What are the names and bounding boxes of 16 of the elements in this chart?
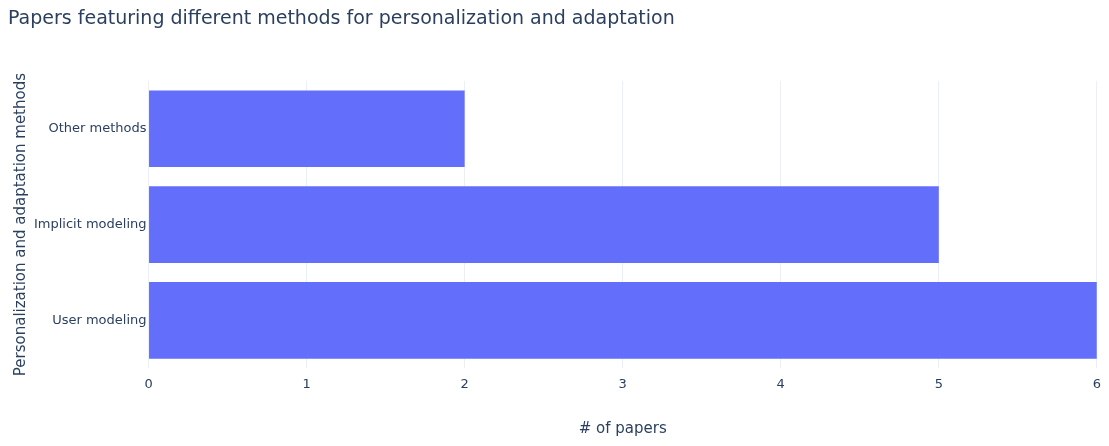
- y-tick-label: Implicit modeling: [34, 215, 147, 231]
- x-tick-label: 5: [934, 375, 943, 391]
- x-tick-label: 6: [1092, 375, 1102, 391]
- x-tick-label: 4: [776, 375, 785, 391]
- bar: [149, 90, 465, 168]
- chart-title: Papers featuring different methods for personalization and adaptation: [8, 6, 675, 29]
- x-tick-label: 0: [144, 375, 153, 391]
- y-axis-title: Personalization and adaptation methods: [10, 72, 29, 377]
- y-tick-label: Other methods: [48, 120, 147, 136]
- bar: [149, 282, 1097, 359]
- bar: [149, 186, 939, 263]
- x-tick-label: 2: [460, 375, 469, 391]
- x-axis-title: # of papers: [578, 418, 667, 437]
- x-tick-label: 3: [618, 375, 627, 391]
- x-tick-label: 1: [302, 375, 311, 391]
- y-tick-label: User modeling: [52, 311, 147, 327]
